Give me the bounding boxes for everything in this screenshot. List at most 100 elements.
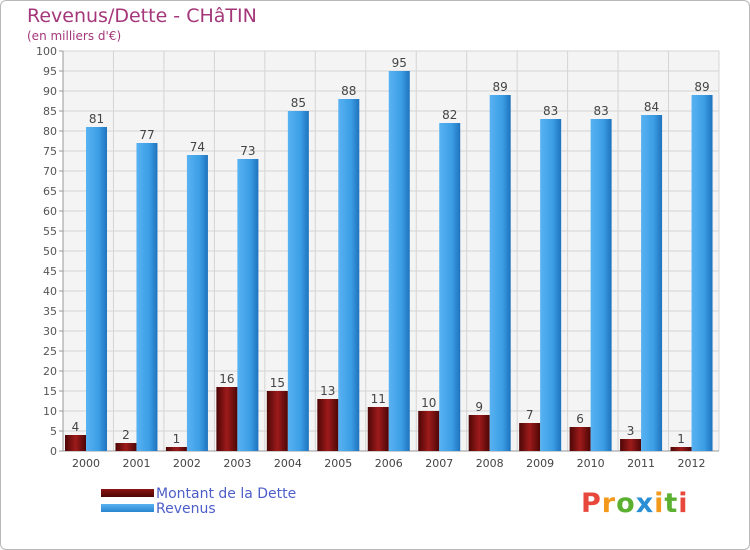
bar-revenus-label: 82 [442,108,457,122]
bar-dette-label: 7 [526,408,534,422]
x-tick-label: 2004 [274,457,302,470]
y-tick-label: 85 [43,105,57,118]
bar-revenus-label: 81 [89,112,104,126]
bar-dette-label: 16 [219,372,234,386]
y-tick-label: 5 [50,425,57,438]
x-tick-label: 2001 [122,457,150,470]
bar-dette [317,399,339,451]
bar-revenus [489,95,511,451]
bar-revenus [439,123,461,451]
bar-revenus [641,115,663,451]
y-tick-label: 55 [43,225,57,238]
y-tick-label: 25 [43,345,57,358]
logo-letter: o [616,488,636,519]
bar-dette [468,415,490,451]
bar-dette-label: 11 [371,392,386,406]
x-tick-label: 2007 [425,457,453,470]
x-tick-label: 2008 [476,457,504,470]
bar-dette [418,411,440,451]
y-tick-label: 65 [43,185,57,198]
bar-dette-label: 1 [677,432,685,446]
bar-dette [670,447,692,451]
bar-dette [165,447,187,451]
y-tick-label: 35 [43,305,57,318]
y-tick-label: 80 [43,125,57,138]
bar-revenus [287,111,309,451]
chart-title: Revenus/Dette - CHâTIN [27,5,257,27]
y-tick-label: 90 [43,85,57,98]
bar-revenus-label: 89 [493,80,508,94]
bar-dette-label: 15 [270,376,285,390]
legend-swatch-revenus [101,504,154,512]
logo-letter: P [581,488,602,519]
logo-letter: i [654,488,665,519]
bar-revenus [540,119,562,451]
bar-dette [115,443,137,451]
logo-letter: x [635,488,655,519]
x-tick-label: 2002 [173,457,201,470]
bar-revenus-label: 84 [644,100,659,114]
bar-revenus [136,143,158,451]
bar-revenus [590,119,612,451]
chart-subtitle: (en milliers d'€) [27,29,122,43]
y-tick-label: 10 [43,405,57,418]
x-tick-label: 2000 [72,457,100,470]
y-tick-label: 45 [43,265,57,278]
bar-revenus-label: 89 [694,80,709,94]
bar-revenus-label: 83 [543,104,558,118]
bar-revenus-label: 74 [190,140,205,154]
y-tick-label: 0 [50,445,57,458]
bar-dette-label: 6 [576,412,584,426]
y-tick-label: 60 [43,205,57,218]
x-tick-label: 2010 [577,457,605,470]
bar-dette-label: 1 [173,432,181,446]
y-tick-label: 70 [43,165,57,178]
bar-revenus [186,155,208,451]
logo-letter: r [601,488,617,519]
x-tick-label: 2005 [324,457,352,470]
bar-revenus [338,99,360,451]
bar-dette [367,407,389,451]
legend-label-revenus: Revenus [156,501,216,517]
bar-dette [620,439,642,451]
x-axis: 2000 2001 2002 2003 2004 2005 2006 2007 2008 2009… [72,457,706,470]
bar-dette [65,435,86,451]
bar-revenus-label: 83 [593,104,608,118]
logo-letter: t [664,488,679,519]
bar-dette-label: 9 [475,400,483,414]
bar-revenus-label: 95 [392,56,407,70]
bar-revenus-label: 77 [139,128,154,142]
y-tick-label: 50 [43,245,57,258]
bar-dette-label: 4 [72,420,80,434]
bar-dette-label: 10 [421,396,436,410]
bars: 4 81 2 77 1 74 16 73 15 85 13 88 11 95 10 82 9 89 7 83 6 83 3 8… [65,56,713,451]
bar-revenus [388,71,410,451]
x-tick-label: 2011 [627,457,655,470]
bar-dette [266,391,288,451]
bar-revenus [691,95,713,451]
logo-letter: i [678,488,689,519]
bar-revenus-label: 85 [291,96,306,110]
y-tick-label: 40 [43,285,57,298]
y-tick-label: 30 [43,325,57,338]
x-tick-label: 2012 [678,457,706,470]
bar-dette-label: 13 [320,384,335,398]
y-tick-label: 75 [43,145,57,158]
bar-dette [569,427,591,451]
x-tick-label: 2009 [526,457,554,470]
x-tick-label: 2006 [375,457,403,470]
y-tick-label: 20 [43,365,57,378]
bar-dette [216,387,238,451]
x-tick-label: 2003 [223,457,251,470]
y-tick-label: 15 [43,385,57,398]
bar-dette-label: 2 [122,428,130,442]
bar-revenus-label: 73 [240,144,255,158]
y-tick-label: 100 [36,45,57,58]
bar-revenus-label: 88 [341,84,356,98]
proxiti-logo: Proxiti [581,488,689,519]
bar-revenus [237,159,259,451]
bar-revenus [86,127,107,451]
y-tick-label: 95 [43,65,57,78]
